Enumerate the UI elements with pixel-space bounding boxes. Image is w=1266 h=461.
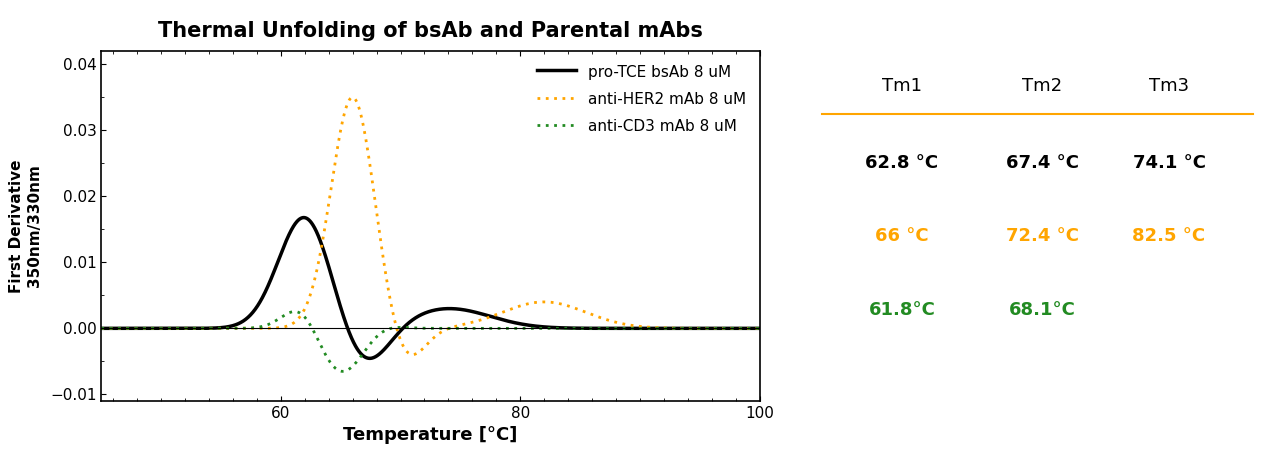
- Text: 62.8 °C: 62.8 °C: [866, 154, 938, 172]
- Text: 72.4 °C: 72.4 °C: [1006, 227, 1079, 245]
- Text: 66 °C: 66 °C: [875, 227, 929, 245]
- Text: Tm3: Tm3: [1150, 77, 1189, 95]
- Title: Thermal Unfolding of bsAb and Parental mAbs: Thermal Unfolding of bsAb and Parental m…: [158, 21, 703, 41]
- Text: Tm1: Tm1: [882, 77, 922, 95]
- Text: 74.1 °C: 74.1 °C: [1133, 154, 1205, 172]
- Y-axis label: First Derivative
350nm/330nm: First Derivative 350nm/330nm: [9, 159, 42, 293]
- X-axis label: Temperature [°C]: Temperature [°C]: [343, 426, 518, 444]
- Text: 67.4 °C: 67.4 °C: [1006, 154, 1079, 172]
- Text: 68.1°C: 68.1°C: [1009, 301, 1076, 319]
- Text: 61.8°C: 61.8°C: [868, 301, 936, 319]
- Legend: pro-TCE bsAb 8 uM, anti-HER2 mAb 8 uM, anti-CD3 mAb 8 uM: pro-TCE bsAb 8 uM, anti-HER2 mAb 8 uM, a…: [532, 59, 752, 140]
- Text: 82.5 °C: 82.5 °C: [1133, 227, 1205, 245]
- Text: Tm2: Tm2: [1023, 77, 1062, 95]
